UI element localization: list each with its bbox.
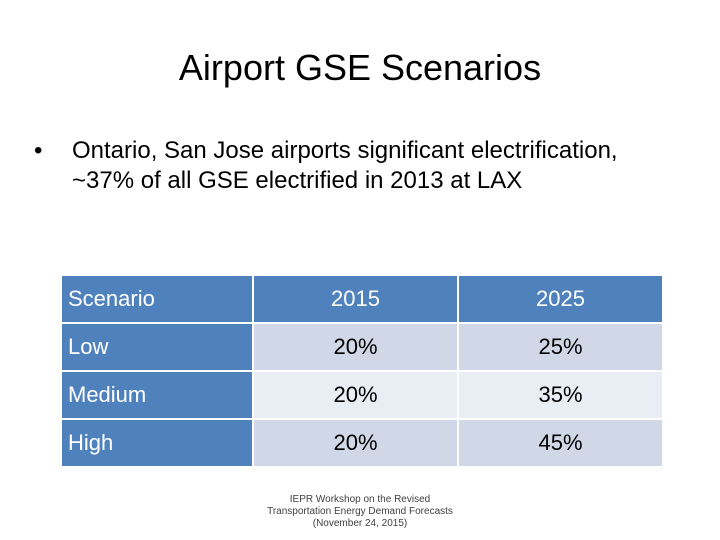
header-cell-2025: 2025	[457, 274, 664, 324]
value-cell: 25%	[457, 322, 664, 372]
table-row: Low 20% 25%	[60, 322, 664, 372]
value-cell: 45%	[457, 418, 664, 468]
header-cell-scenario: Scenario	[60, 274, 254, 324]
row-label-cell: High	[60, 418, 254, 468]
footer-line: Transportation Energy Demand Forecasts	[267, 506, 453, 517]
table-header-row: Scenario 2015 2025	[60, 274, 664, 324]
value-cell: 20%	[252, 370, 459, 420]
slide-footer: IEPR Workshop on the Revised Transportat…	[230, 494, 490, 530]
row-label-cell: Medium	[60, 370, 254, 420]
scenario-table: Scenario 2015 2025 Low 20% 25% Medium 20…	[60, 274, 664, 468]
table-row: Medium 20% 35%	[60, 370, 664, 420]
value-cell: 20%	[252, 418, 459, 468]
row-label-cell: Low	[60, 322, 254, 372]
footer-line: (November 24, 2015)	[312, 518, 408, 529]
slide-title: Airport GSE Scenarios	[178, 47, 542, 88]
table-row: High 20% 45%	[60, 418, 664, 468]
header-cell-2015: 2015	[252, 274, 459, 324]
bullet-text: Ontario, San Jose airports significant e…	[72, 137, 618, 194]
bullet-list: • Ontario, San Jose airports significant…	[34, 136, 674, 196]
value-cell: 35%	[457, 370, 664, 420]
value-cell: 20%	[252, 322, 459, 372]
footer-line: IEPR Workshop on the Revised	[289, 494, 431, 505]
bullet-dot-icon: •	[34, 137, 43, 164]
